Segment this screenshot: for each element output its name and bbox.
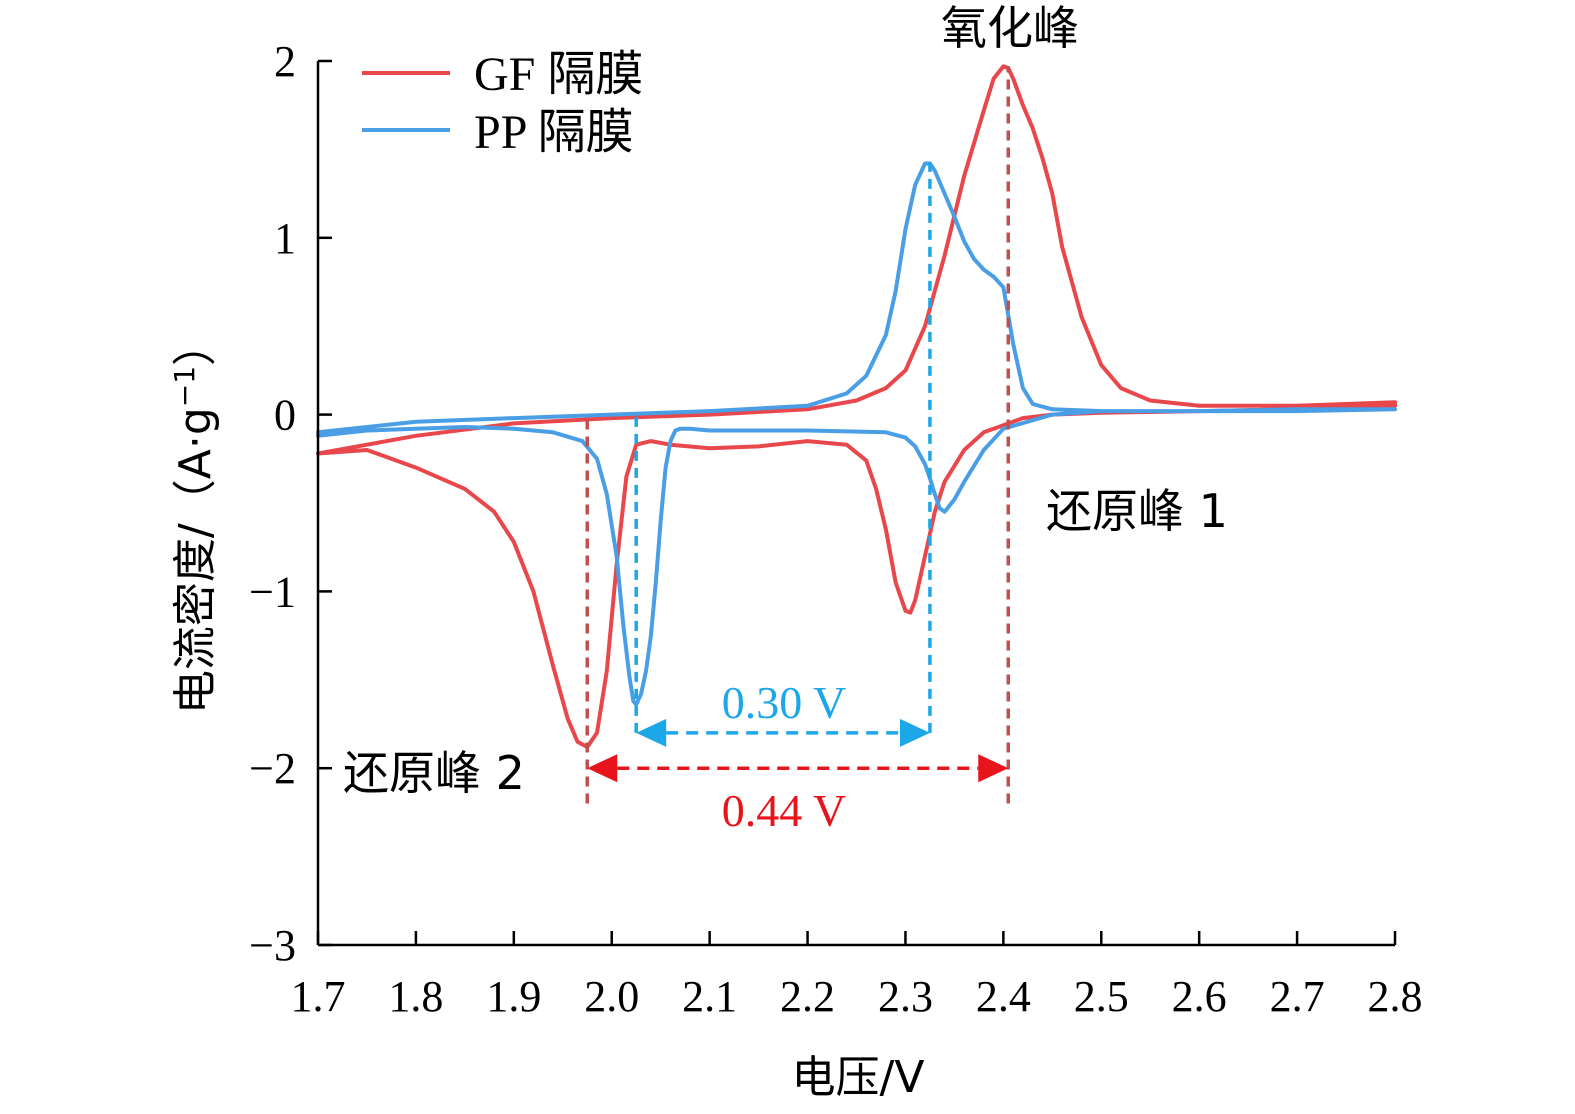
annotation-reduction-peak-2: 还原峰 2 [343, 746, 525, 800]
x-tick-label: 2.6 [1172, 972, 1227, 1021]
x-tick-label: 2.3 [878, 972, 933, 1021]
x-tick-label: 1.7 [291, 972, 346, 1021]
series-line-pp [316, 161, 1397, 707]
y-axis-title: 电流密度/（A·g−1） [168, 322, 221, 714]
y-tick-label: −1 [249, 567, 296, 616]
y-tick-label: −2 [249, 744, 296, 793]
annotation-gap-pp: 0.30 V [722, 677, 846, 728]
y-tick-label: −3 [249, 921, 296, 970]
gap-arrow-head-left [636, 718, 667, 747]
y-axis-title-main: 电流密度/（A·g [170, 407, 221, 714]
x-tick-label: 2.8 [1368, 972, 1423, 1021]
x-tick-label: 2.1 [682, 972, 737, 1021]
y-tick-label: 2 [274, 37, 296, 86]
annotation-oxidation-peak: 氧化峰 [941, 1, 1079, 55]
x-axis-title: 电压/V [792, 1052, 925, 1103]
y-axis-title-close: ） [170, 322, 221, 366]
x-tick-label: 2.2 [780, 972, 835, 1021]
x-tick-label: 2.5 [1074, 972, 1129, 1021]
gap-arrow-head-right [978, 754, 1009, 783]
y-tick-label: 0 [274, 391, 296, 440]
gap-arrow-head-right [899, 718, 930, 747]
series-line-gf [316, 64, 1397, 749]
x-tick-label: 2.4 [976, 972, 1031, 1021]
axes-layer: 1.7 1.8 1.9 2.0 2.1 2.2 2.3 2.4 2.5 2.6 2.7 2.8 −3 −2… [249, 37, 1422, 1021]
annotation-gap-gf: 0.44 V [722, 785, 846, 836]
curves-layer [316, 64, 1397, 749]
y-tick-label: 1 [274, 214, 296, 263]
x-tick-label: 2.7 [1270, 972, 1325, 1021]
x-tick-label: 2.0 [584, 972, 639, 1021]
x-tick-label: 1.9 [486, 972, 541, 1021]
annotation-reduction-peak-1: 还原峰 1 [1046, 484, 1228, 538]
gap-arrow-head-left [587, 754, 618, 783]
legend-label-gf: GF 隔膜 [474, 48, 643, 101]
x-tick-label: 1.8 [388, 972, 443, 1021]
guides-layer [585, 66, 1011, 804]
y-axis-title-sup: −1 [168, 366, 201, 407]
legend: GF 隔膜 PP 隔膜 [362, 48, 643, 159]
legend-label-pp: PP 隔膜 [474, 106, 634, 159]
